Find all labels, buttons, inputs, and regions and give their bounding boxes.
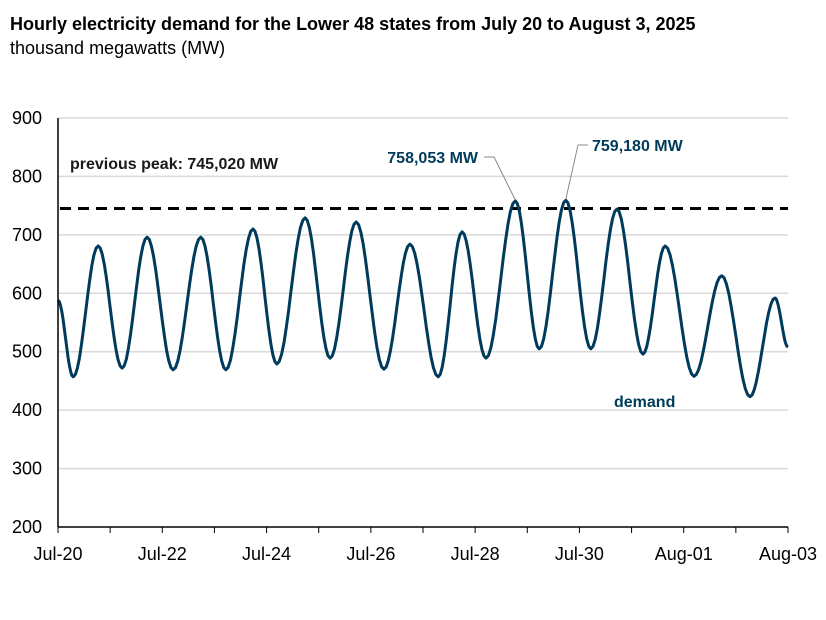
y-tick-label: 300 [12,459,42,479]
annotation-leader-line [565,144,588,200]
chart-subtitle: thousand megawatts (MW) [10,38,226,58]
x-tick-label: Jul-30 [555,544,604,564]
x-tick-label: Jul-26 [346,544,395,564]
annotation-leader-line [484,156,516,201]
x-tick-label: Jul-28 [451,544,500,564]
x-tick-label: Aug-01 [655,544,713,564]
y-tick-label: 700 [12,225,42,245]
y-tick-label: 800 [12,166,42,186]
x-tick-label: Aug-03 [759,544,817,564]
peak-annotation-label: 759,180 MW [592,138,684,155]
x-tick-label: Jul-22 [138,544,187,564]
y-tick-label: 600 [12,283,42,303]
peak-annotation-label: 758,053 MW [387,150,479,167]
x-tick-label: Jul-24 [242,544,291,564]
y-tick-label: 200 [12,517,42,537]
y-tick-label: 900 [12,108,42,128]
y-tick-label: 500 [12,342,42,362]
y-tick-label: 400 [12,400,42,420]
demand-line [56,198,789,399]
chart-title: Hourly electricity demand for the Lower … [10,14,696,34]
x-tick-label: Jul-20 [33,544,82,564]
reference-line-label: previous peak: 745,020 MW [70,156,279,173]
series-label-demand: demand [614,394,675,411]
